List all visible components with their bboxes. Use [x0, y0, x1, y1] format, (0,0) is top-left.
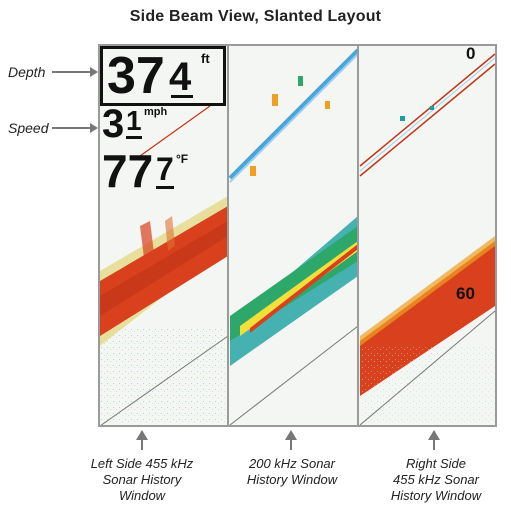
center-caption-line-1: 200 kHz Sonar — [249, 456, 335, 471]
left-window-caption: Left Side 455 kHz Sonar History Window — [72, 456, 212, 504]
right-caption-line-2: 455 kHz Sonar — [393, 472, 479, 487]
temperature-value-minor: 7 — [156, 151, 174, 187]
speed-decimal-underline — [126, 136, 142, 139]
depth-value-major: 37 — [107, 47, 165, 105]
speed-value-major: 3 — [102, 102, 125, 146]
left-sonar-window — [100, 46, 229, 425]
sonar-display: 37 4 ft 3 1 mph 77 7 °F 0 60 — [98, 44, 497, 427]
sonar-windows-graphic — [100, 46, 495, 425]
center-caption-line-2: History Window — [246, 472, 338, 487]
left-window-arrow — [136, 430, 148, 450]
depth-readout-box: 37 4 ft — [100, 46, 226, 106]
right-window-arrow — [428, 430, 440, 450]
temperature-decimal-underline — [156, 186, 174, 189]
right-window-caption: Right Side 455 kHz Sonar History Window — [366, 456, 506, 504]
right-caption-line-1: Right Side — [406, 456, 466, 471]
left-caption-line-2: Sonar History — [102, 472, 182, 487]
depth-value-minor: 4 — [169, 55, 192, 99]
left-caption-line-3: Window — [118, 488, 166, 503]
speed-unit: mph — [144, 106, 168, 118]
depth-scale-bottom: 60 — [456, 284, 475, 303]
depth-callout-arrow — [52, 67, 98, 77]
depth-unit: ft — [201, 51, 210, 66]
right-caption-line-3: History Window — [390, 488, 482, 503]
temperature-value-major: 77 — [102, 145, 154, 197]
depth-scale-top: 0 — [466, 44, 476, 63]
speed-value-minor: 1 — [126, 105, 142, 136]
temperature-unit: °F — [176, 152, 189, 166]
depth-decimal-underline — [171, 95, 193, 98]
depth-callout-label: Depth — [8, 64, 46, 80]
speed-callout-label: Speed — [8, 120, 49, 136]
left-caption-line-1: Left Side 455 kHz — [90, 456, 194, 471]
center-window-arrow — [285, 430, 297, 450]
speed-callout-arrow — [52, 123, 98, 133]
center-sonar-window — [228, 48, 360, 425]
page-title: Side Beam View, Slanted Layout — [129, 8, 382, 25]
center-window-caption: 200 kHz Sonar History Window — [222, 456, 362, 488]
right-sonar-window — [359, 53, 495, 425]
